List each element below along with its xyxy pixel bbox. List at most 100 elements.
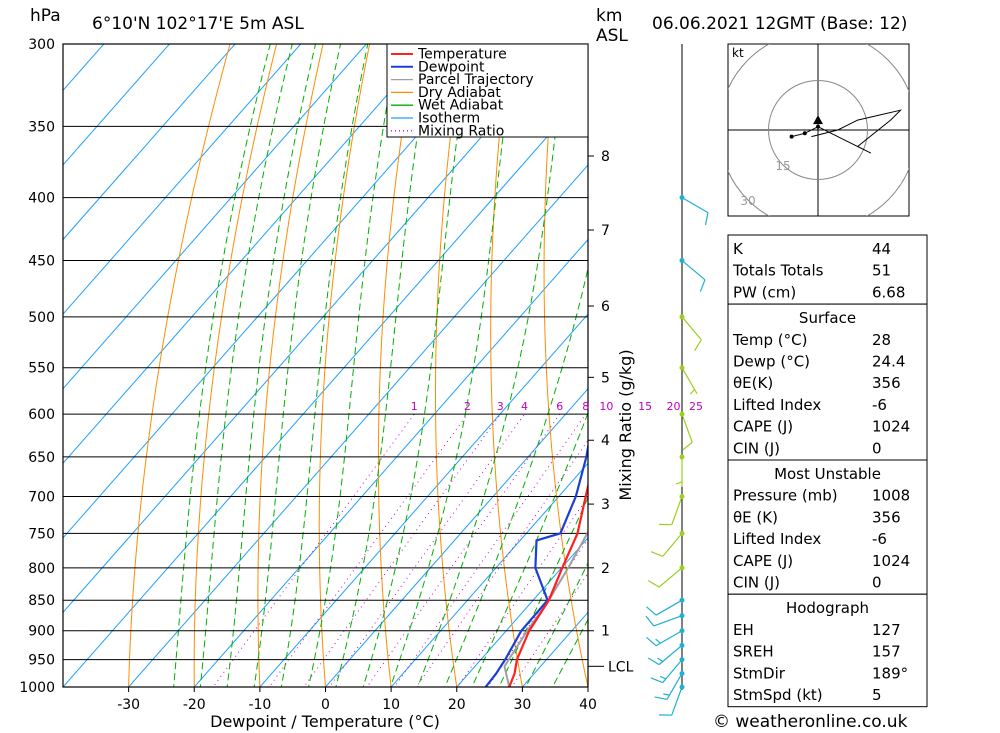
mixing-ratio-label: 20 <box>666 400 680 413</box>
km-tick-label: 7 <box>601 223 610 239</box>
wind-barb-half-flag <box>663 693 670 696</box>
dry-adiabat-line <box>193 44 278 687</box>
legend-entry: Wet Adiabat <box>418 98 504 114</box>
legend-entry: Dewpoint <box>418 59 485 75</box>
wind-barb-staff <box>681 413 693 443</box>
wind-barb-half-flag <box>689 388 695 395</box>
wind-barb-flag <box>704 212 709 226</box>
wind-level-dot <box>679 613 685 619</box>
isotherm-line <box>0 0 124 713</box>
wind-level-dot <box>679 195 685 201</box>
hodograph-ring-label: 30 <box>740 194 755 208</box>
hodograph-point <box>789 134 794 139</box>
wind-barb-flag <box>646 636 657 647</box>
wind-barb-flag <box>699 279 706 292</box>
asl-unit-label: ASL <box>596 26 628 46</box>
wind-level-dot <box>679 597 685 603</box>
table-row-value: -6 <box>872 396 887 414</box>
wind-barb-flag <box>654 696 668 701</box>
hodograph: kt 15 30 45 <box>727 43 910 217</box>
temperature-tick-label: 0 <box>321 697 330 713</box>
isotherm-line <box>63 44 171 166</box>
legend-entry: Temperature <box>417 47 507 63</box>
pressure-tick-label: 450 <box>28 254 55 270</box>
mixing-ratio-label: 15 <box>638 400 652 413</box>
most-unstable-title: Most Unstable <box>774 465 881 483</box>
wind-barb-staff <box>653 615 683 627</box>
wet-adiabat-line <box>280 44 369 687</box>
dry-adiabat-line <box>128 44 231 687</box>
hodograph-point <box>816 124 820 129</box>
isotherm-line <box>456 537 588 687</box>
mixing-ratio-label: 25 <box>689 400 703 413</box>
isotherm-line <box>63 44 302 315</box>
x-axis-title: Dewpoint / Temperature (°C) <box>210 712 440 731</box>
wind-barb-staff <box>671 496 683 525</box>
temperature-profile-line <box>508 481 588 687</box>
isotherm-line <box>63 44 105 92</box>
wind-barb-flag <box>650 677 663 684</box>
hodograph-ring-label: 15 <box>775 159 790 173</box>
wind-barb-flag <box>646 606 657 616</box>
table-box <box>727 303 928 461</box>
hodograph-table-title: Hodograph <box>786 599 869 617</box>
temperature-tick-label: -30 <box>117 697 140 713</box>
pressure-tick-label: 300 <box>28 37 55 53</box>
sounding-profiles <box>484 441 588 687</box>
wind-level-dot <box>679 258 685 264</box>
table-row-label: K <box>733 240 744 258</box>
table-row-value: 157 <box>872 643 901 661</box>
km-tick-label: 5 <box>601 370 610 386</box>
wind-barb-staff <box>681 197 709 214</box>
pressure-tick-label: 750 <box>28 526 55 542</box>
isotherm-line <box>193 238 588 687</box>
table-row-label: CAPE (J) <box>733 552 793 570</box>
table-row-label: Lifted Index <box>733 530 821 548</box>
wet-adiabat-line <box>525 562 588 687</box>
dry-adiabat-line <box>921 0 1000 713</box>
wind-level-dot <box>679 628 685 634</box>
wind-level-dot <box>679 642 685 648</box>
wind-barb-column <box>645 44 709 716</box>
legend-box <box>386 43 589 138</box>
wet-adiabat-line <box>253 44 342 687</box>
pressure-tick-label: 400 <box>28 191 55 207</box>
hodograph-point <box>802 131 807 136</box>
table-row-value: 356 <box>872 374 901 392</box>
wet-adiabat-line <box>226 44 317 687</box>
table-row-value: 0 <box>872 439 882 457</box>
pressure-tick-labels: 300 350 400 450 500 550 600 650 700 750 800 850 900 9… <box>19 37 55 696</box>
legend-entry: Dry Adiabat <box>418 85 501 101</box>
mixing-ratio-label: 1 <box>411 400 418 413</box>
table-row-label: StmDir <box>733 664 786 682</box>
pressure-tick-label: 600 <box>28 407 55 423</box>
wind-level-dot <box>679 494 685 500</box>
wind-barb-staff <box>658 567 683 588</box>
km-axis: 1 2 3 4 5 6 7 8 LCL <box>588 149 634 675</box>
legend-entry: Isotherm <box>418 111 480 127</box>
temperature-tick-label: -20 <box>183 697 206 713</box>
mixing-ratio-line <box>511 572 588 687</box>
km-tick-label: 3 <box>601 497 610 513</box>
legend-entry: Mixing Ratio <box>418 123 504 139</box>
km-unit-label: km <box>596 6 622 26</box>
isotherm-line <box>390 462 588 687</box>
pressure-tick-label: 850 <box>28 593 55 609</box>
wind-level-dot <box>679 565 685 571</box>
isotherm-line <box>324 387 588 687</box>
wet-adiabat-line <box>335 44 433 687</box>
dewpoint-profile-line <box>484 441 588 687</box>
legend-entry: Parcel Trajectory <box>418 72 534 88</box>
table-row-value: 28 <box>872 331 891 349</box>
pressure-tick-label: 900 <box>28 624 55 640</box>
table-row-value: 127 <box>872 621 901 639</box>
table-row-value: 6.68 <box>872 283 905 301</box>
mixing-ratio-line <box>268 413 468 687</box>
surface-title: Surface <box>799 309 856 327</box>
pressure-tick-label: 700 <box>28 490 55 506</box>
dry-adiabat-line <box>965 0 1000 713</box>
table-row-label: Totals Totals <box>732 262 824 280</box>
dry-adiabat-line <box>646 0 727 713</box>
temperature-tick-label: -10 <box>248 697 271 713</box>
mixing-ratio-axis-title: Mixing Ratio (g/kg) <box>616 349 635 500</box>
